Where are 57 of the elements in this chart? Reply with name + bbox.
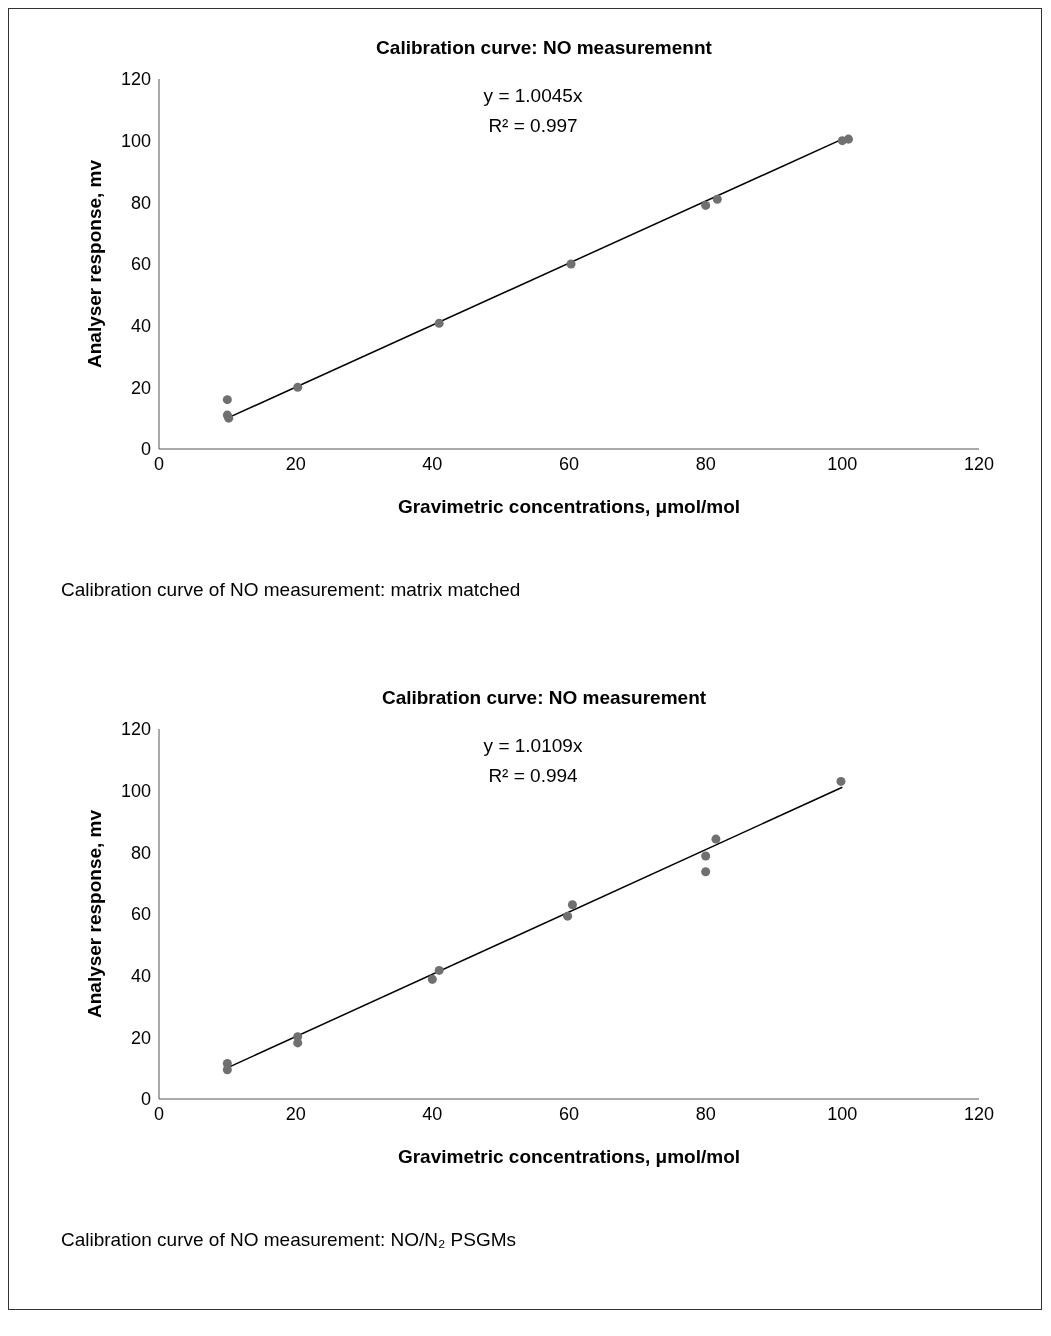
point	[434, 318, 444, 328]
text: Calibration curve of NO measurement: matrix matched	[61, 579, 522, 601]
point	[222, 1065, 232, 1075]
x-tick-label: 120	[963, 1103, 995, 1124]
point	[563, 911, 573, 921]
chart-title: Calibration curve: NO measuremennt	[375, 36, 713, 59]
point	[427, 974, 437, 984]
annotation: R² = 0.997	[487, 114, 579, 138]
y-tick-label: 100	[120, 781, 151, 802]
point	[293, 1038, 303, 1048]
y-axis-title: Analyser response, mv	[83, 809, 105, 1019]
x-tick-label: 100	[827, 453, 858, 474]
point	[712, 194, 722, 204]
point	[566, 259, 576, 269]
y-tick-label: 60	[130, 904, 151, 925]
y-tick-label: 0	[140, 439, 151, 460]
text: Calibration curve of NO measurement: NO/N₂ PSGMs	[61, 1229, 518, 1251]
x-tick-label: 0	[153, 453, 165, 474]
point	[567, 900, 577, 910]
y-axis-title: Analyser response, mv	[83, 159, 105, 369]
point	[843, 134, 853, 144]
point	[222, 395, 232, 405]
y-tick-label: 120	[120, 719, 151, 740]
point	[293, 382, 303, 392]
x-tick-label: 80	[695, 1103, 716, 1124]
x-tick-label: 40	[422, 1103, 443, 1124]
annotation: y = 1.0109x	[482, 734, 584, 758]
y-tick-label: 20	[130, 1027, 151, 1048]
x-tick-label: 120	[963, 453, 995, 474]
x-tick-label: 100	[827, 1103, 858, 1124]
y-tick-label: 80	[130, 842, 151, 863]
point	[701, 867, 711, 877]
x-axis-title: Gravimetric concentrations, μmol/mol	[397, 496, 741, 517]
y-tick-label: 40	[130, 966, 151, 987]
y-tick-label: 0	[140, 1089, 151, 1110]
point	[701, 200, 711, 210]
x-tick-label: 20	[285, 1103, 306, 1124]
x-tick-label: 40	[422, 453, 443, 474]
y-tick-label: 40	[130, 316, 151, 337]
y-tick-label: 120	[120, 69, 151, 90]
point	[434, 965, 444, 975]
y-tick-label: 20	[130, 377, 151, 398]
x-tick-label: 20	[285, 453, 306, 474]
y-tick-label: 100	[120, 131, 151, 152]
x-tick-label: 80	[695, 453, 716, 474]
x-tick-label: 60	[558, 1103, 580, 1124]
point	[711, 834, 721, 844]
x-tick-label: 0	[153, 1103, 165, 1124]
point	[836, 776, 846, 786]
y-tick-label: 60	[130, 254, 151, 275]
chart-title: Calibration curve: NO measurement	[380, 686, 708, 709]
x-tick-label: 60	[558, 453, 580, 474]
annotation: y = 1.0045x	[482, 84, 584, 108]
point	[701, 851, 711, 861]
x-axis-title: Gravimetric concentrations, μmol/mol	[397, 1146, 741, 1167]
annotation: R² = 0.994	[487, 764, 579, 788]
y-tick-label: 80	[130, 192, 151, 213]
